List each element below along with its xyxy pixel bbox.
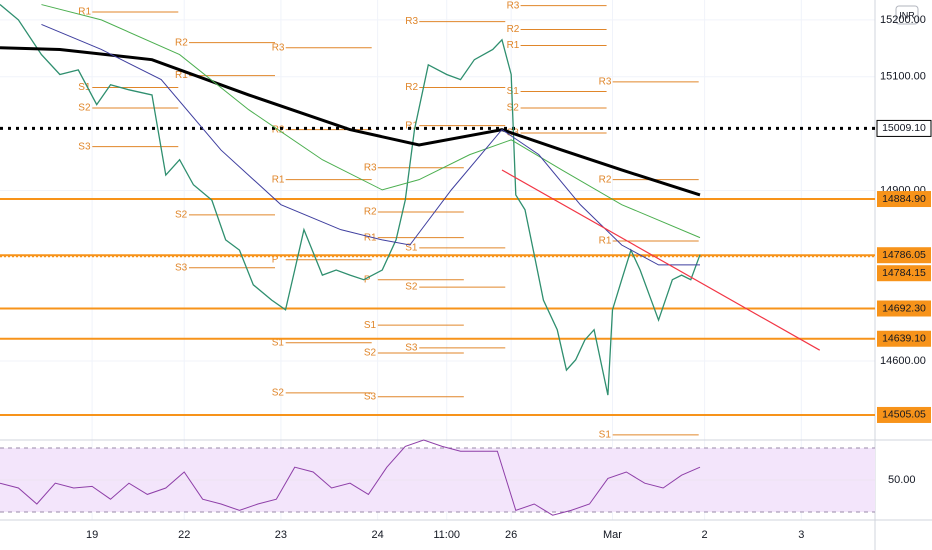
x-tick-label: 3 <box>798 529 804 541</box>
pivot-label: R3 <box>272 42 285 53</box>
pivot-label: S1 <box>272 337 285 348</box>
pivot-label: R1 <box>364 232 377 243</box>
x-tick-label: 23 <box>275 529 287 541</box>
level-tag-label: 14692.30 <box>882 302 926 314</box>
pivot-label: S1 <box>405 242 418 253</box>
level-tag <box>876 119 932 137</box>
level-tag-label: 15009.10 <box>882 122 926 134</box>
pivot-label: P <box>272 254 279 265</box>
pivot-label: R1 <box>78 7 91 18</box>
y-tick-label: 15200.00 <box>880 14 926 26</box>
pivot-label: R1 <box>272 174 285 185</box>
pivot-label: R1 <box>405 120 418 131</box>
rsi-line <box>0 439 701 516</box>
pivot-label: R2 <box>599 174 612 185</box>
level-tag <box>877 330 931 347</box>
pivot-label: R2 <box>405 82 418 93</box>
pivot-label: S3 <box>364 391 377 402</box>
pivot-label: S2 <box>272 387 285 398</box>
level-tag <box>877 406 931 423</box>
pivot-label: S1 <box>364 320 377 331</box>
pivot-label: R2 <box>175 37 188 48</box>
pivot-label: S2 <box>405 282 418 293</box>
x-tick-label: 2 <box>702 529 708 541</box>
x-tick-label: 19 <box>86 529 98 541</box>
pivot-label: S1 <box>599 430 612 441</box>
level-tag <box>877 300 931 317</box>
trend-line <box>501 169 821 351</box>
price-line <box>41 23 700 266</box>
pivot-label: S3 <box>78 141 91 152</box>
pivot-label: S2 <box>78 103 91 114</box>
level-tag <box>877 191 931 208</box>
x-tick-label: Mar <box>603 529 622 541</box>
pivot-label: S1 <box>507 86 520 97</box>
pivot-label: R2 <box>364 207 377 218</box>
level-tag-label: 14784.15 <box>882 267 926 279</box>
pivot-label: R1 <box>599 236 612 247</box>
level-tag <box>877 265 931 282</box>
pivot-label: R1 <box>507 40 520 51</box>
level-tag-label: 14505.05 <box>882 409 926 421</box>
currency-label: INR <box>899 10 915 20</box>
pivot-label: R3 <box>507 0 520 11</box>
y-tick-label: 14600.00 <box>880 355 926 367</box>
pivot-label: R1 <box>175 70 188 81</box>
price-line <box>41 4 701 239</box>
pivot-label: S1 <box>78 82 91 93</box>
level-tag-label: 14639.10 <box>882 333 926 345</box>
pivot-label: P <box>364 274 371 285</box>
pivot-label: S2 <box>175 210 188 221</box>
pivot-label: R3 <box>364 162 377 173</box>
rsi-tick-label: 50.00 <box>888 474 916 486</box>
price-line <box>0 46 701 197</box>
level-tag-label: 14786.05 <box>882 249 926 261</box>
pivot-label: S3 <box>405 343 418 354</box>
currency-badge[interactable] <box>895 5 919 25</box>
pivot-label: R3 <box>405 16 418 27</box>
level-tag <box>877 247 931 264</box>
x-tick-label: 22 <box>178 529 190 541</box>
pivot-label: R2 <box>507 24 520 35</box>
y-tick-label: 15100.00 <box>880 71 926 83</box>
pivot-label: S2 <box>364 348 377 359</box>
x-tick-label: 26 <box>505 529 517 541</box>
x-tick-label: 11:00 <box>433 529 460 541</box>
x-tick-label: 24 <box>372 529 384 541</box>
pivot-label: S3 <box>175 262 188 273</box>
price-line <box>0 4 701 396</box>
level-tag-label: 14884.90 <box>882 193 926 205</box>
pivot-label: R3 <box>599 77 612 88</box>
